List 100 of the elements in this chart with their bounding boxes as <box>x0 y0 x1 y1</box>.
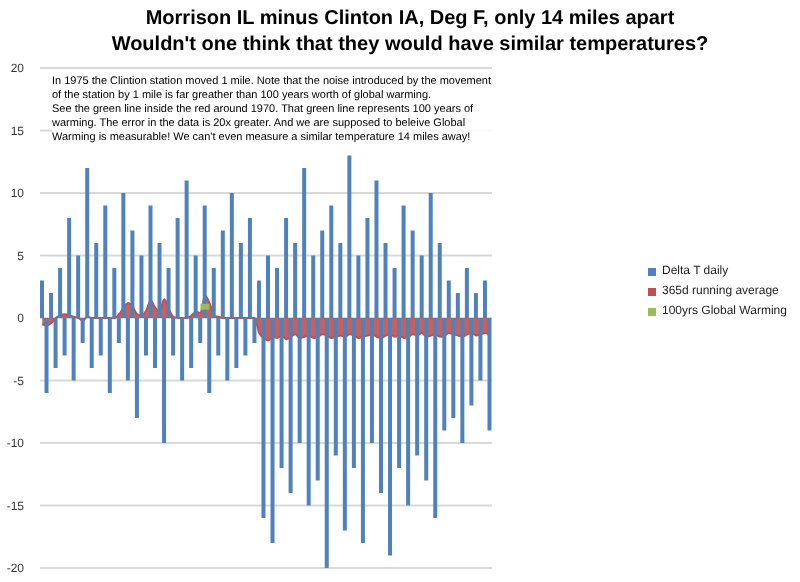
bar <box>379 318 383 493</box>
bar <box>256 280 261 318</box>
bar <box>473 293 478 318</box>
bar <box>311 255 316 318</box>
bar <box>166 268 171 318</box>
bar <box>58 268 63 318</box>
bar <box>216 318 221 356</box>
bar <box>401 205 406 318</box>
bar <box>247 218 252 318</box>
bar <box>329 205 334 318</box>
bar <box>103 205 108 318</box>
bar <box>356 255 361 318</box>
bar <box>238 243 243 318</box>
bar <box>116 318 121 343</box>
bar <box>171 318 176 356</box>
bar <box>302 168 307 318</box>
bar <box>40 280 44 318</box>
bar <box>428 193 433 318</box>
bar <box>478 318 483 381</box>
bar <box>193 255 198 318</box>
bar <box>460 318 465 443</box>
bar <box>243 318 248 356</box>
bar <box>424 318 429 481</box>
bar <box>365 218 370 318</box>
bar <box>153 318 157 368</box>
bar <box>383 243 388 318</box>
bar <box>157 243 162 318</box>
bar <box>338 243 343 318</box>
bar <box>184 180 189 318</box>
bar <box>229 193 234 318</box>
bar <box>397 318 402 468</box>
bar <box>252 318 257 343</box>
bar <box>374 180 379 318</box>
bar <box>442 318 447 431</box>
bar <box>270 318 275 543</box>
bar <box>360 318 365 543</box>
bar <box>464 268 469 318</box>
bar <box>415 318 420 456</box>
bar <box>406 318 411 506</box>
bar <box>455 293 460 318</box>
bar <box>410 230 415 318</box>
bar <box>234 318 239 368</box>
bar <box>324 318 329 568</box>
bar <box>315 318 320 481</box>
bar <box>433 318 438 518</box>
bar <box>446 280 451 318</box>
bar <box>67 218 72 318</box>
bar <box>392 268 397 318</box>
bar <box>189 318 194 368</box>
bar <box>333 318 338 456</box>
bar <box>71 318 76 381</box>
bar <box>451 318 456 418</box>
bar <box>198 318 203 343</box>
bar <box>112 268 117 318</box>
bar <box>53 318 58 368</box>
bar <box>293 243 298 318</box>
bar <box>49 293 54 318</box>
bar <box>162 318 167 443</box>
bar <box>134 318 139 418</box>
bar <box>139 255 144 318</box>
bar <box>175 218 180 318</box>
bar <box>482 280 487 318</box>
bar <box>306 318 311 506</box>
bar <box>297 318 302 443</box>
bar <box>180 318 185 381</box>
bar <box>44 318 49 393</box>
bar <box>107 318 112 393</box>
bar <box>211 268 216 318</box>
bar <box>369 318 374 443</box>
bar <box>388 318 393 556</box>
bar <box>469 318 474 406</box>
bar <box>143 318 148 356</box>
bar <box>85 168 90 318</box>
bar <box>148 205 153 318</box>
bar <box>419 255 424 318</box>
bar <box>220 230 225 318</box>
bar <box>487 318 492 431</box>
bar <box>261 318 266 518</box>
bar <box>125 318 130 381</box>
bar <box>89 318 94 368</box>
bar <box>279 318 284 468</box>
bar <box>351 318 356 468</box>
bar <box>284 218 289 318</box>
bar <box>130 230 135 318</box>
chart-title: Morrison IL minus Clinton IA, Deg F, only 14 miles apart Wouldn't one think that they would have similar temperatures? <box>109 6 711 58</box>
bar <box>266 255 270 318</box>
bar <box>202 205 207 318</box>
bar <box>98 318 103 356</box>
bar <box>121 193 126 318</box>
bar <box>342 318 347 531</box>
bar <box>94 243 99 318</box>
bar <box>347 155 352 318</box>
bar <box>80 318 85 343</box>
bar <box>225 318 230 381</box>
bar <box>275 268 280 318</box>
bar <box>207 318 212 393</box>
bar <box>437 243 442 318</box>
bar <box>288 318 293 493</box>
bar <box>76 255 81 318</box>
bar <box>320 230 325 318</box>
